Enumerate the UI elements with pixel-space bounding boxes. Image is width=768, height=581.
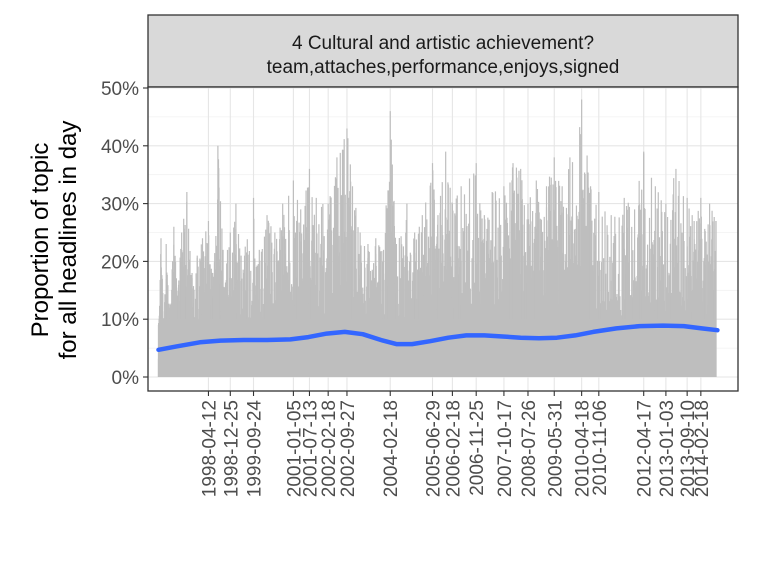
y-tick-label: 30% <box>101 195 139 216</box>
x-tick-label: 1998-04-12 <box>200 400 221 497</box>
x-tick-label: 1999-09-24 <box>245 400 266 498</box>
x-tick-label: 2006-11-25 <box>467 400 488 496</box>
x-tick-label: 2010-11-06 <box>590 400 611 496</box>
y-tick-label: 10% <box>101 310 139 331</box>
y-axis: 0% 10% 20% 30% 40% 50% <box>101 79 148 389</box>
y-axis-title-line2: for all headlines in day <box>55 121 82 360</box>
x-tick-label: 2013-09-10 <box>678 400 699 497</box>
x-tick-label: 2009-05-31 <box>545 400 566 497</box>
smooth-trend-series <box>156 323 720 353</box>
x-tick-label: 2014-02-18 <box>692 400 713 497</box>
facet-strip <box>147 14 739 88</box>
x-tick-label: 2012-04-17 <box>635 400 656 497</box>
x-tick-label: 2010-04-18 <box>573 400 594 497</box>
smooth-trend-line <box>156 323 720 353</box>
x-tick-label: 2013-01-03 <box>657 400 678 497</box>
x-tick-label: 2002-09-27 <box>338 400 359 497</box>
x-tick-label: 1998-12-25 <box>221 400 242 497</box>
x-tick-label: 2001-01-05 <box>284 400 305 497</box>
x-tick-label: 2006-02-18 <box>443 400 464 497</box>
x-axis: 1998-04-12 1998-12-25 1999-09-24 2001-01-05… <box>200 391 713 497</box>
facet-title-line2: team,attaches,performance,enjoys,signed <box>267 57 620 78</box>
x-tick-label: 2001-07-13 <box>301 400 322 497</box>
y-tick-label: 50% <box>101 79 139 100</box>
facet-title-line1: 4 Cultural and artistic achievement? <box>292 33 594 54</box>
x-tick-label: 2005-06-29 <box>424 400 445 497</box>
x-tick-label: 2004-02-18 <box>381 400 402 497</box>
x-tick-label: 2002-02-18 <box>319 400 340 497</box>
y-tick-label: 0% <box>112 368 140 389</box>
x-tick-label: 2008-07-26 <box>519 400 540 497</box>
y-tick-label: 40% <box>101 137 139 158</box>
plot-border <box>147 86 739 392</box>
daily-proportion-series <box>157 99 717 377</box>
y-axis-title-line1: Proportion of topic <box>27 143 54 338</box>
x-tick-label: 2007-10-17 <box>495 400 516 497</box>
y-tick-label: 20% <box>101 252 139 273</box>
